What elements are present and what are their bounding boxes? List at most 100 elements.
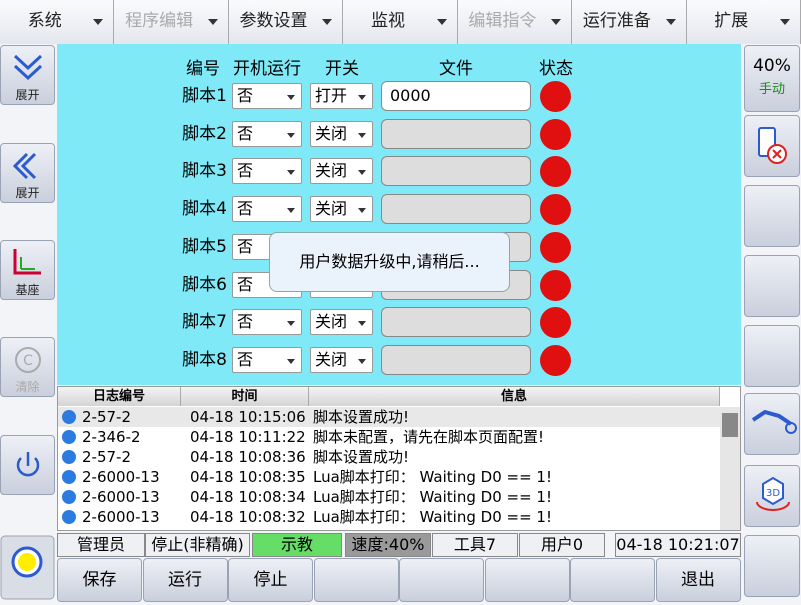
log-id: 2-6000-13 bbox=[82, 488, 160, 506]
status-light bbox=[540, 118, 571, 150]
menu-item[interactable]: 编辑指令 bbox=[457, 0, 573, 44]
script-name: 脚本1 bbox=[182, 86, 227, 106]
side-button[interactable] bbox=[744, 393, 800, 455]
led-button[interactable] bbox=[0, 535, 55, 600]
bottom-button[interactable]: 停止 bbox=[228, 558, 313, 602]
menu-item[interactable]: 系统 bbox=[0, 0, 115, 44]
bottom-button[interactable]: 运行 bbox=[142, 558, 228, 602]
speed-button[interactable]: 40% 手动 bbox=[744, 45, 800, 112]
menu-item[interactable]: 扩展 bbox=[686, 0, 801, 44]
switch-select[interactable]: 关闭 bbox=[310, 196, 373, 223]
bottom-button[interactable] bbox=[399, 558, 484, 602]
log-id: 2-6000-13 bbox=[82, 508, 160, 526]
status-light bbox=[540, 307, 571, 339]
log-message: 脚本设置成功! bbox=[313, 408, 410, 426]
status-light bbox=[540, 194, 571, 226]
log-header: 日志编号 bbox=[58, 387, 181, 406]
switch-select[interactable]: 关闭 bbox=[310, 309, 373, 336]
log-id: 2-346-2 bbox=[82, 428, 141, 446]
switch-select[interactable]: 关闭 bbox=[310, 120, 373, 147]
switch-select[interactable]: 打开 bbox=[310, 83, 373, 109]
boot-select[interactable]: 否 bbox=[232, 158, 302, 185]
bottom-button[interactable] bbox=[313, 558, 399, 602]
menu-bar: 系统 程序编辑 参数设置 监视 编辑指令 运行准备 扩展 bbox=[0, 0, 801, 44]
log-time: 04-18 10:08:34 bbox=[190, 488, 306, 506]
icon bbox=[758, 127, 787, 164]
log-message: Lua脚本打印： Waiting D0 == 1! bbox=[313, 508, 552, 526]
icon bbox=[751, 409, 797, 434]
boot-select[interactable]: 否 bbox=[232, 196, 302, 223]
icon bbox=[12, 152, 37, 180]
bottom-button[interactable] bbox=[484, 558, 570, 602]
log-icon bbox=[62, 410, 76, 424]
log-row[interactable]: 2-6000-13 04-18 10:08:32 Lua脚本打印： Waiting … bbox=[58, 507, 720, 527]
side-button[interactable] bbox=[744, 185, 800, 247]
log-panel: 日志编号 时间 信息 2-57-2 04-18 10:15:06 脚本设置成功! 2-346… bbox=[57, 386, 741, 531]
column-header: 开机运行 bbox=[233, 59, 301, 79]
status-light bbox=[540, 344, 571, 376]
log-header: 时间 bbox=[181, 387, 309, 406]
file-input[interactable] bbox=[381, 118, 531, 149]
power-icon bbox=[16, 452, 40, 477]
log-id: 2-57-2 bbox=[82, 448, 131, 466]
boot-select[interactable]: 否 bbox=[232, 346, 302, 373]
power-button[interactable] bbox=[0, 435, 55, 495]
icon bbox=[13, 54, 43, 81]
speed-value: 40% bbox=[753, 56, 791, 76]
side-button[interactable]: 基座 bbox=[0, 240, 55, 300]
status-cell: 速度:40% bbox=[345, 533, 431, 557]
menu-item[interactable]: 运行准备 bbox=[572, 0, 687, 44]
script-panel: 编号 开机运行 开关 文件 状态 脚本1 否打开 0000 脚本2 否关闭 脚本3 否关闭 脚本4 否关闭… bbox=[57, 44, 741, 385]
bottom-button[interactable] bbox=[570, 558, 655, 602]
side-button[interactable] bbox=[744, 325, 800, 387]
file-input[interactable] bbox=[381, 344, 531, 375]
side-button[interactable]: 3D bbox=[744, 465, 800, 527]
status-cell: 工具7 bbox=[432, 533, 518, 557]
side-button[interactable] bbox=[744, 115, 800, 177]
status-cell: 停止(非精确) bbox=[145, 533, 250, 557]
file-input[interactable] bbox=[381, 307, 531, 338]
file-input[interactable]: 0000 bbox=[381, 81, 531, 111]
mode-label: 手动 bbox=[758, 82, 785, 97]
log-message: Lua脚本打印： Waiting D0 == 1! bbox=[313, 468, 552, 486]
bottom-button[interactable]: 退出 bbox=[655, 558, 741, 602]
file-input[interactable] bbox=[381, 194, 531, 225]
log-row[interactable]: 2-57-2 04-18 10:15:06 脚本设置成功! bbox=[58, 407, 720, 427]
icon: C bbox=[15, 347, 41, 373]
menu-item[interactable]: 监视 bbox=[343, 0, 458, 44]
log-message: 脚本设置成功! bbox=[313, 448, 410, 466]
switch-select[interactable]: 关闭 bbox=[310, 346, 373, 373]
log-time: 04-18 10:08:35 bbox=[190, 468, 306, 486]
script-name: 脚本3 bbox=[182, 161, 227, 182]
status-light bbox=[540, 81, 571, 112]
dialog: 用户数据升级中,请稍后... bbox=[269, 232, 510, 292]
file-input[interactable] bbox=[381, 156, 531, 187]
menu-item[interactable]: 程序编辑 bbox=[114, 0, 229, 44]
log-row[interactable]: 2-6000-13 04-18 10:08:34 Lua脚本打印： Waiting … bbox=[58, 487, 720, 507]
status-cell: 管理员 bbox=[57, 533, 145, 557]
status-light bbox=[540, 269, 571, 301]
boot-select[interactable]: 否 bbox=[232, 83, 302, 109]
column-header: 状态 bbox=[539, 59, 573, 79]
switch-select[interactable]: 关闭 bbox=[310, 158, 373, 185]
side-button[interactable]: C 清除 bbox=[0, 337, 55, 397]
side-button[interactable] bbox=[744, 255, 800, 317]
log-row[interactable]: 2-6000-13 04-18 10:08:35 Lua脚本打印： Waiting … bbox=[58, 467, 720, 487]
button-label: 基座 bbox=[15, 283, 40, 297]
svg-text:C: C bbox=[23, 353, 33, 369]
status-cell: 示教 bbox=[252, 533, 342, 557]
scrollbar[interactable] bbox=[720, 407, 740, 530]
menu-item[interactable]: 参数设置 bbox=[228, 0, 344, 44]
button-label: 清除 bbox=[15, 380, 40, 394]
log-row[interactable]: 2-57-2 04-18 10:08:36 脚本设置成功! bbox=[58, 447, 720, 467]
side-button[interactable]: 展开 bbox=[0, 45, 55, 105]
scroll-thumb[interactable] bbox=[722, 413, 738, 437]
boot-select[interactable]: 否 bbox=[232, 120, 302, 147]
bottom-button[interactable]: 保存 bbox=[57, 558, 142, 602]
boot-select[interactable]: 否 bbox=[232, 309, 302, 336]
side-button[interactable]: 展开 bbox=[0, 143, 55, 203]
side-button[interactable] bbox=[744, 535, 800, 597]
log-row[interactable]: 2-346-2 04-18 10:11:22 脚本未配置，请先在脚本页面配置! bbox=[58, 427, 720, 447]
log-time: 04-18 10:08:36 bbox=[190, 448, 306, 466]
